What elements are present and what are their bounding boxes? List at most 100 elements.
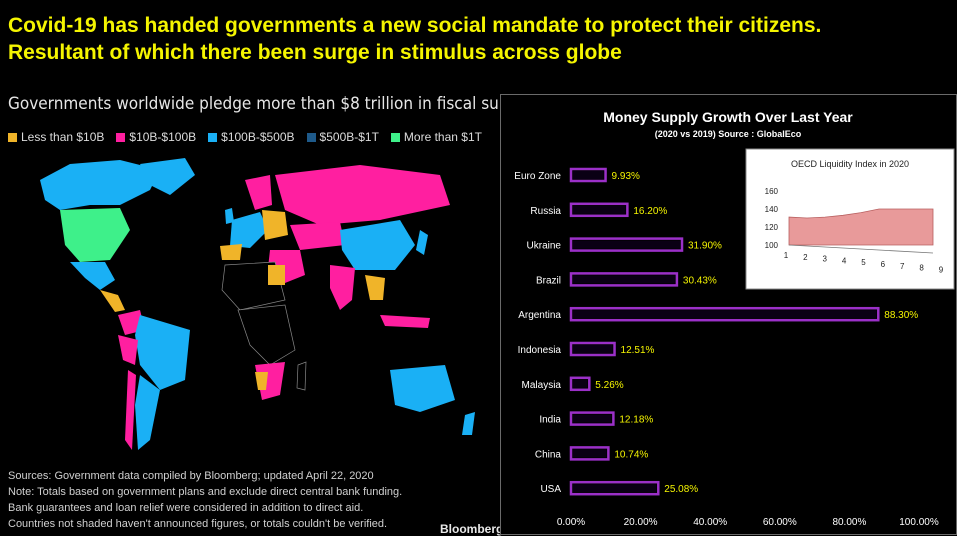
x-tick-label: 60.00% bbox=[763, 517, 797, 528]
map-region-peru bbox=[118, 335, 138, 365]
inset-area bbox=[788, 208, 934, 246]
inset-x-axis bbox=[788, 244, 934, 254]
bar bbox=[569, 480, 660, 496]
bar bbox=[569, 306, 880, 322]
bar-inner bbox=[573, 275, 675, 284]
map-region-uk bbox=[225, 208, 234, 224]
bar-value-label: 5.26% bbox=[595, 380, 623, 391]
inset-x-tick-label: 3 bbox=[823, 255, 828, 264]
inset-chart-title: OECD Liquidity Index in 2020 bbox=[791, 159, 909, 169]
bar bbox=[569, 341, 616, 357]
map-region-india bbox=[330, 265, 355, 310]
map-title: Governments worldwide pledge more than $… bbox=[8, 94, 540, 114]
bar-value-label: 88.30% bbox=[884, 310, 918, 321]
legend-label: Less than $10B bbox=[21, 130, 105, 144]
bar bbox=[569, 272, 679, 287]
inset-x-tick-label: 7 bbox=[900, 262, 905, 271]
map-region-indonesia bbox=[380, 315, 430, 328]
inset-y-tick-label: 120 bbox=[765, 223, 779, 232]
bar-inner bbox=[573, 171, 604, 179]
legend-label: $500B-$1T bbox=[319, 130, 379, 144]
bar-inner bbox=[573, 414, 612, 423]
legend-swatch bbox=[390, 132, 400, 142]
map-region-madagascar bbox=[296, 361, 307, 391]
map-region-argentina bbox=[135, 375, 160, 450]
category-label: Malaysia bbox=[522, 380, 562, 391]
map-region-south-africa bbox=[255, 362, 285, 400]
map-region-central-africa bbox=[237, 304, 296, 366]
bar bbox=[569, 446, 610, 461]
money-supply-chart-panel: Money Supply Growth Over Last Year (2020 … bbox=[500, 94, 957, 535]
world-map-panel: Governments worldwide pledge more than $… bbox=[0, 90, 540, 536]
category-label: Indonesia bbox=[518, 345, 562, 356]
category-label: India bbox=[539, 415, 561, 426]
inset-y-tick-label: 160 bbox=[765, 187, 779, 196]
bar-inner bbox=[573, 345, 613, 353]
chart-title: Money Supply Growth Over Last Year bbox=[603, 109, 853, 125]
map-region-japan bbox=[416, 230, 428, 255]
headline-line-1: Covid-19 has handed governments a new so… bbox=[8, 14, 822, 37]
bar-value-label: 16.20% bbox=[633, 206, 667, 217]
map-region-new-zealand bbox=[462, 412, 475, 435]
map-region-africa-yellow bbox=[255, 372, 268, 390]
inset-x-tick-label: 4 bbox=[842, 256, 847, 265]
map-region-west-europe bbox=[230, 212, 268, 248]
legend-label: More than $1T bbox=[403, 130, 482, 144]
category-label: China bbox=[535, 449, 562, 460]
map-region-brazil bbox=[135, 315, 190, 390]
legend-swatch bbox=[116, 132, 126, 142]
legend-label: $100B-$500B bbox=[221, 130, 295, 144]
map-region-usa bbox=[60, 208, 130, 262]
headline-line-2: Resultant of which there been surge in s… bbox=[8, 41, 622, 64]
map-region-kazakhstan bbox=[290, 222, 345, 250]
map-note-line: Bank guarantees and loan relief were con… bbox=[8, 502, 364, 514]
map-note-line: Sources: Government data compiled by Blo… bbox=[8, 470, 374, 482]
inset-x-tick-label: 2 bbox=[803, 253, 808, 262]
inset-x-tick-label: 9 bbox=[939, 265, 944, 274]
map-region-scandinavia bbox=[245, 175, 272, 210]
legend-swatch bbox=[208, 132, 218, 142]
map-region-australia bbox=[390, 365, 455, 412]
category-label: Russia bbox=[530, 206, 561, 217]
map-region-canada bbox=[40, 160, 160, 210]
bar-inner bbox=[573, 310, 877, 319]
bar-inner bbox=[573, 484, 657, 493]
map-notes: Sources: Government data compiled by Blo… bbox=[8, 468, 402, 532]
x-tick-label: 40.00% bbox=[693, 517, 727, 528]
bar bbox=[569, 411, 615, 426]
bar-value-label: 9.93% bbox=[612, 171, 640, 182]
map-note-line: Countries not shaded haven't announced f… bbox=[8, 518, 388, 530]
bar-value-label: 12.51% bbox=[621, 345, 655, 356]
legend-item: Less than $10B bbox=[8, 130, 104, 144]
legend-label: $10B-$100B bbox=[129, 130, 197, 144]
map-region-greenland bbox=[140, 158, 195, 195]
category-label: Euro Zone bbox=[514, 171, 561, 182]
map-note-line: Note: Totals based on government plans a… bbox=[8, 486, 403, 498]
legend-item: More than $1T bbox=[390, 130, 482, 144]
bar-inner bbox=[573, 449, 607, 458]
inset-y-tick-label: 140 bbox=[765, 205, 779, 214]
map-region-chile bbox=[125, 370, 136, 450]
bloomberg-logo: Bloomberg bbox=[440, 522, 504, 536]
legend-item: $10B-$100B bbox=[116, 130, 196, 144]
x-tick-label: 100.00% bbox=[899, 517, 939, 528]
x-tick-label: 80.00% bbox=[832, 517, 866, 528]
x-tick-label: 0.00% bbox=[557, 517, 585, 528]
bar-inner bbox=[573, 205, 626, 214]
bar-value-label: 25.08% bbox=[664, 484, 698, 495]
headline: Covid-19 has handed governments a new so… bbox=[8, 12, 953, 66]
legend-item: $100B-$500B bbox=[208, 130, 295, 144]
category-label: Argentina bbox=[518, 310, 561, 321]
chart-subtitle: (2020 vs 2019) Source : GlobalEco bbox=[655, 129, 802, 139]
inset-x-tick-label: 8 bbox=[919, 264, 924, 273]
map-region-russia bbox=[275, 165, 450, 225]
bar-value-label: 12.18% bbox=[619, 415, 653, 426]
inset-y-tick-label: 100 bbox=[765, 241, 779, 250]
bar-value-label: 30.43% bbox=[683, 275, 717, 286]
world-map bbox=[40, 158, 475, 450]
category-label: Ukraine bbox=[527, 241, 562, 252]
inset-x-tick-label: 5 bbox=[861, 258, 866, 267]
map-region-mexico bbox=[70, 262, 115, 290]
map-region-central-america bbox=[100, 290, 125, 312]
category-label: USA bbox=[540, 484, 561, 495]
